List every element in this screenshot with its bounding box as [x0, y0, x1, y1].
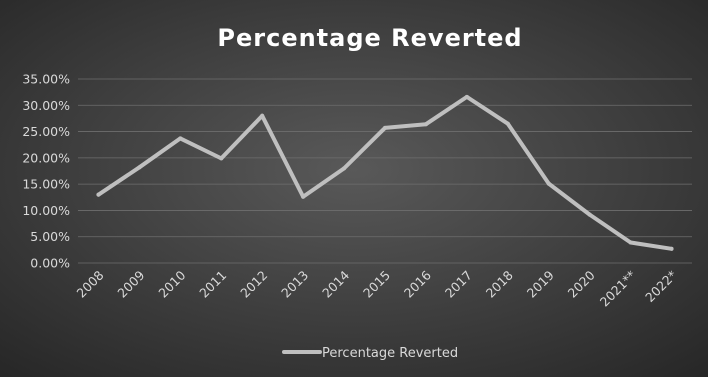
y-tick-label: 30.00%	[22, 98, 70, 113]
y-tick-label: 5.00%	[30, 229, 70, 244]
data-point	[137, 165, 142, 170]
data-point	[96, 192, 101, 197]
y-axis: 0.00% 5.00% 10.00% 15.00% 20.00% 25.00% 30.00%…	[22, 72, 70, 271]
y-tick-label: 20.00%	[22, 150, 70, 165]
data-point	[669, 246, 674, 251]
series-layer	[96, 94, 674, 251]
data-point	[423, 122, 428, 127]
y-tick-label: 0.00%	[30, 256, 70, 271]
data-point	[342, 166, 347, 171]
y-tick-label: 10.00%	[22, 203, 70, 218]
y-tick-label: 15.00%	[22, 177, 70, 192]
legend-label: Percentage Reverted	[322, 346, 458, 361]
data-point	[383, 125, 387, 130]
data-point	[505, 121, 510, 126]
data-point	[464, 94, 469, 99]
y-tick-label: 25.00%	[22, 124, 70, 139]
chart-title: Percentage Reverted	[217, 24, 522, 52]
gridlines	[78, 78, 692, 264]
data-point	[301, 194, 306, 199]
data-point	[546, 181, 551, 186]
y-tick-label: 35.00%	[22, 72, 70, 87]
legend: Percentage Reverted	[282, 346, 458, 361]
data-point	[628, 240, 633, 245]
data-point	[219, 156, 224, 161]
data-point	[178, 136, 183, 141]
data-point	[587, 212, 592, 217]
data-point	[260, 113, 265, 118]
